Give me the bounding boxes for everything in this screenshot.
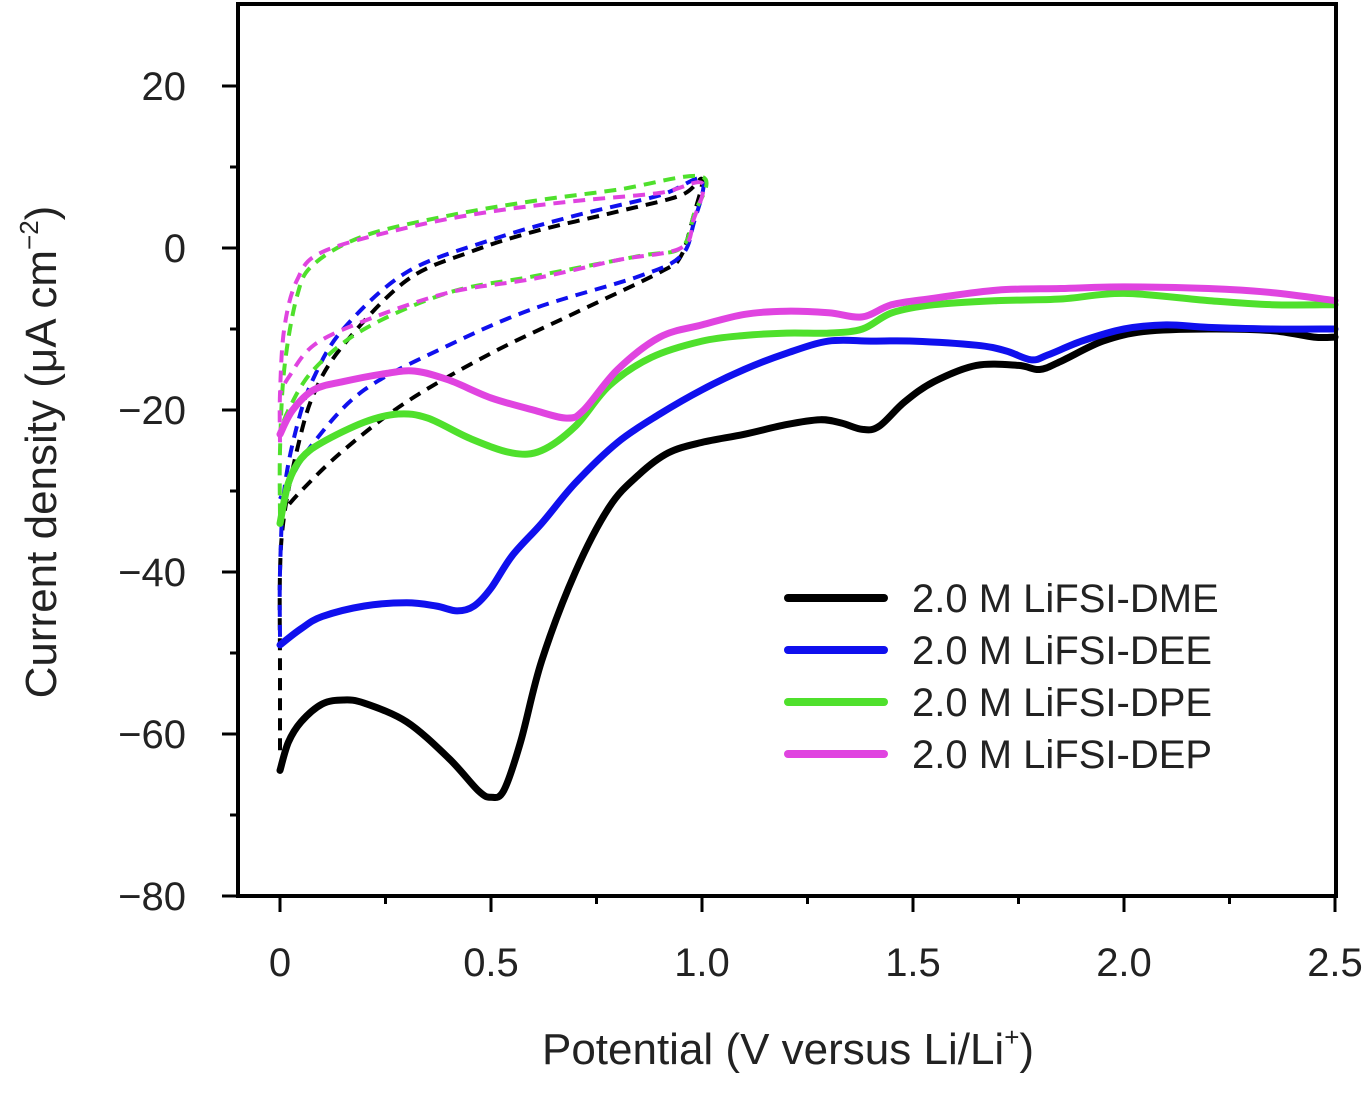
dashed-cv-loops: [277, 173, 709, 751]
first-scan-curves: [276, 283, 1339, 802]
cv-loop-2-0-m-lifsi-dme: [277, 176, 705, 751]
y-tick-label: −60: [118, 713, 186, 757]
legend-label: 2.0 M LiFSI-DME: [912, 577, 1219, 621]
y-axis-label: Current density (μA cm−2): [14, 206, 66, 699]
plot-frame: [236, 2, 1338, 898]
y-tick-label: 20: [142, 65, 187, 109]
y-tick-label: −80: [118, 875, 186, 919]
x-tick-label: 0: [269, 941, 291, 985]
y-tick-label: −40: [118, 551, 186, 595]
x-tick-label: 0.5: [463, 941, 519, 985]
cv-loop-2-0-m-lifsi-dep: [277, 180, 706, 443]
legend-label: 2.0 M LiFSI-DPE: [912, 681, 1212, 725]
axis-ticks: 20 0 −20 −40 −60 −80 0 0.5 1.0 1.5 2.0 2.5: [118, 65, 1363, 985]
x-tick-label: 2.0: [1096, 941, 1152, 985]
x-tick-label: 1.0: [674, 941, 730, 985]
x-tick-label: 2.5: [1307, 941, 1363, 985]
x-axis-label: Potential (V versus Li/Li+): [542, 1022, 1034, 1074]
first-scan-2-0-m-lifsi-dme: [276, 325, 1339, 802]
x-tick-label: 1.5: [885, 941, 941, 985]
first-scan-2-0-m-lifsi-dpe: [276, 289, 1339, 527]
y-tick-label: 0: [164, 227, 186, 271]
y-tick-label: −20: [118, 389, 186, 433]
legend-label: 2.0 M LiFSI-DEE: [912, 629, 1212, 673]
first-scan-2-0-m-lifsi-dee: [276, 321, 1339, 649]
legend-label: 2.0 M LiFSI-DEP: [912, 733, 1212, 777]
first-scan-2-0-m-lifsi-dep: [276, 283, 1339, 438]
cv-loop-2-0-m-lifsi-dee: [277, 176, 706, 637]
legend: 2.0 M LiFSI-DME 2.0 M LiFSI-DEE 2.0 M LiFS…: [784, 577, 1219, 777]
